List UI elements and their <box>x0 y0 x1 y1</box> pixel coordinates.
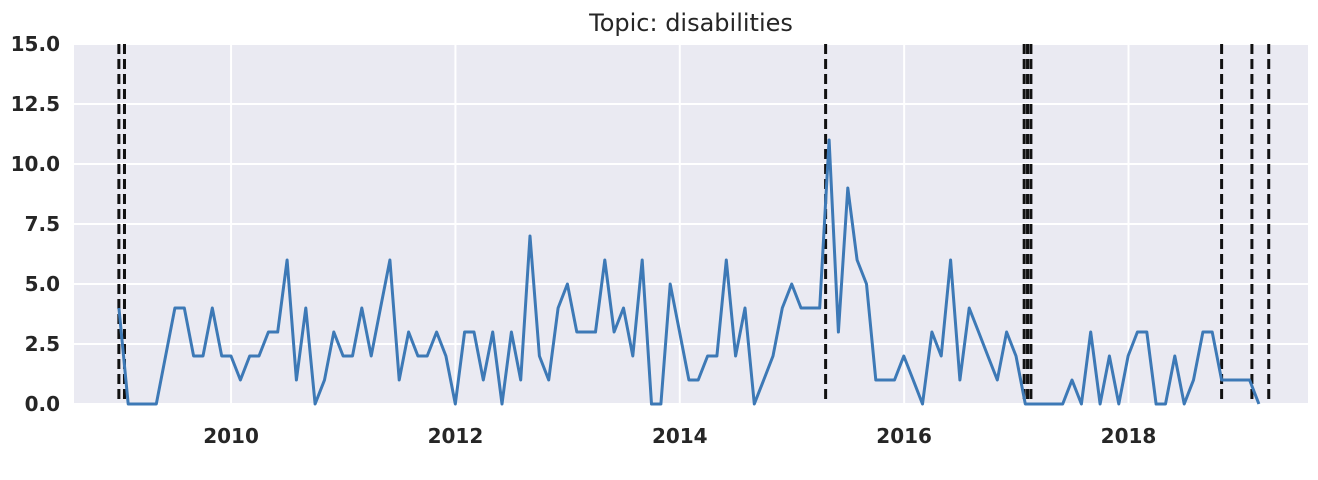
x-tick-label: 2018 <box>1101 424 1157 448</box>
y-axis-ticks: 0.0 2.5 5.0 7.5 10.0 12.5 15.0 <box>11 32 60 416</box>
y-tick-label: 12.5 <box>11 92 60 116</box>
y-tick-label: 7.5 <box>25 212 60 236</box>
series-line <box>117 138 1261 406</box>
x-tick-label: 2014 <box>652 424 708 448</box>
y-tick-label: 5.0 <box>25 272 60 296</box>
y-tick-label: 15.0 <box>11 32 60 56</box>
x-axis-ticks: 2010 2012 2014 2016 2018 <box>203 424 1156 448</box>
x-tick-label: 2016 <box>876 424 932 448</box>
y-tick-label: 0.0 <box>25 392 60 416</box>
y-tick-label: 2.5 <box>25 332 60 356</box>
x-tick-label: 2012 <box>428 424 484 448</box>
grid-lines <box>74 43 1308 405</box>
y-tick-label: 10.0 <box>11 152 60 176</box>
series-layer <box>117 138 1261 406</box>
x-tick-label: 2010 <box>203 424 259 448</box>
chart-title: Topic: disabilities <box>588 9 793 37</box>
